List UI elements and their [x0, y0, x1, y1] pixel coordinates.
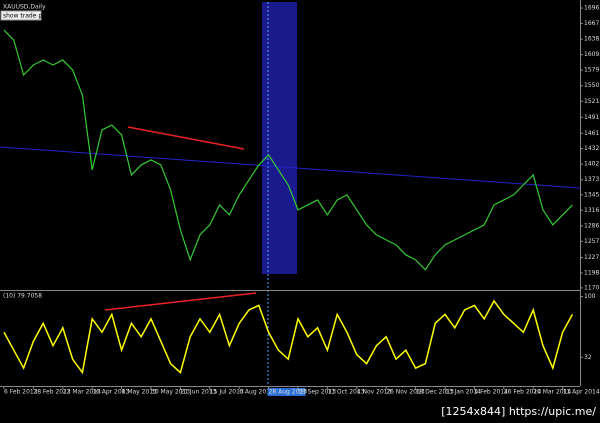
y-tick-label: 1373.6	[584, 176, 600, 183]
y-tick-label: 1402.9	[584, 161, 600, 168]
x-tick-label: 26 Feb 2014	[504, 389, 542, 396]
x-tick-label: 11 Apr 2014	[563, 389, 600, 396]
x-tick-label: 21 Jun 2013	[180, 389, 216, 396]
x-tick-label: 19 Sep 2013	[298, 389, 336, 396]
button-label[interactable]: show trade panel	[3, 13, 55, 20]
y-tick-label: 1198.1	[584, 269, 600, 276]
y-tick-label: 1550.6	[584, 82, 600, 89]
y-tick-label: 1432.3	[584, 145, 600, 152]
x-tick-label: 6 Aug 2013	[239, 389, 274, 396]
y-tick-label: 1667.6	[584, 20, 600, 27]
arrow	[104, 292, 257, 311]
y-tick-label: 1227.3	[584, 254, 600, 261]
x-tick-label: 8 May 2013	[122, 389, 157, 396]
y-tick-label: 1696.8	[584, 5, 600, 12]
x-tick-label: 11 Oct 2013	[327, 389, 364, 396]
y-tick-label: 1521.3	[584, 98, 600, 105]
x-tick-label: 28 Feb 2013	[33, 389, 71, 396]
highlight-label-bg	[267, 388, 306, 396]
watermark: [1254x844] https://upic.me/	[441, 405, 596, 418]
x-tick-label: 26 Nov 2013	[386, 389, 425, 396]
x-tick-label: 20 Mar 2014	[533, 389, 571, 396]
y-tick-label: 1461	[584, 130, 599, 137]
x-tick-label: 4 Feb 2014	[474, 389, 508, 396]
y-tick-label: 1609.1	[584, 51, 600, 58]
x-tick-label: 28 Aug 2013	[269, 389, 308, 396]
x-tick-label: 13 Jan 2014	[445, 389, 481, 396]
y-tick-label: 1579.8	[584, 67, 600, 74]
x-tick-label: 15 Jul 2013	[210, 389, 244, 396]
button[interactable]	[0, 10, 42, 21]
y-tick-label: 32	[584, 354, 592, 361]
y-tick-label: 1257.6	[584, 238, 600, 245]
y-tick-label: 1345.2	[584, 191, 600, 198]
y-tick-label: 1170	[584, 284, 599, 291]
highlight-band	[262, 2, 297, 274]
x-tick-label: 6 Feb 2013	[4, 389, 38, 396]
x-tick-label: 18 Dec 2013	[416, 389, 455, 396]
y-tick-label: 1491	[584, 114, 599, 121]
y-tick-label: 1286.8	[584, 222, 600, 229]
x-tick-label: 30 May 2013	[151, 389, 190, 396]
data-line	[3, 29, 573, 271]
data-line	[3, 299, 574, 375]
y-tick-label: 1316.1	[584, 207, 600, 214]
arrow	[127, 126, 245, 150]
x-tick-label: 4 Nov 2013	[357, 389, 392, 396]
y-tick-label: 100	[584, 293, 596, 300]
x-tick-label: 22 Mar 2013	[63, 389, 101, 396]
x-tick-label: 16 Apr 2013	[92, 389, 129, 396]
indicator-title: (10) 79.7058	[3, 293, 42, 300]
y-tick-label: 1638.3	[584, 36, 600, 43]
chart-title: XAUUSD,Daily	[3, 4, 46, 11]
